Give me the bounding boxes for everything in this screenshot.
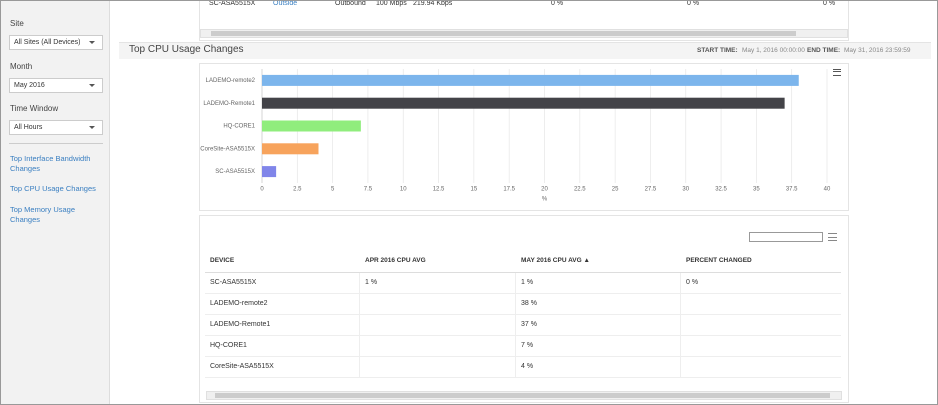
column-header[interactable]: MAY 2016 CPU AVG ▲ [521, 257, 590, 264]
cell: SC-ASA5515X [210, 279, 257, 286]
y-tick-label: LADEMO-remote2 [206, 78, 256, 84]
cell: 38 % [521, 300, 537, 307]
start-time: May 1, 2016 00:00:00 [742, 47, 805, 54]
col-line [359, 336, 360, 356]
bar [262, 74, 799, 86]
x-tick-label: 10 [400, 187, 407, 193]
col-line [680, 315, 681, 335]
chart-box [199, 63, 849, 211]
column-header: PERCENT CHANGED [686, 257, 752, 264]
y-tick-label: HQ-CORE1 [223, 124, 255, 130]
start-label: START TIME: [697, 47, 738, 54]
section-header [119, 42, 931, 59]
rule [205, 272, 841, 273]
x-axis-label: % [542, 197, 548, 203]
x-tick-label: 2.5 [293, 187, 302, 193]
x-tick-label: 12.5 [433, 187, 445, 193]
scrollbar[interactable] [206, 391, 842, 400]
section-title: Top CPU Usage Changes [129, 44, 244, 55]
col-line [680, 336, 681, 356]
bar [262, 120, 361, 132]
scrollbar[interactable] [200, 29, 848, 38]
cell: 37 % [521, 321, 537, 328]
cell: HQ-CORE1 [210, 342, 247, 349]
col-line [359, 357, 360, 377]
nav-link[interactable]: Top Memory Usage Changes [10, 205, 76, 224]
cell: 4 % [521, 363, 534, 370]
cell: Outbound [335, 0, 366, 7]
bar [262, 143, 319, 155]
x-tick-label: 15 [471, 187, 478, 193]
row-line [205, 335, 841, 336]
chart-menu[interactable] [833, 69, 841, 76]
x-tick-label: 27.5 [645, 187, 657, 193]
col-line [515, 357, 516, 377]
row-line [205, 377, 841, 378]
sidebar: Site All Sites (All Devices) Month May 2016… [1, 1, 110, 404]
table-box [199, 215, 849, 403]
x-tick-label: 35 [753, 187, 760, 193]
cell: Outside [273, 0, 298, 7]
x-tick-label: 32.5 [715, 187, 727, 193]
x-tick-label: 7.5 [364, 187, 373, 193]
field-label: Site [10, 19, 24, 28]
field-label: Time Window [10, 104, 59, 113]
x-tick-label: 17.5 [503, 187, 515, 193]
cell: 0 % [687, 0, 700, 7]
y-tick-label: SC-ASA5515X [215, 169, 255, 175]
x-tick-label: 20 [541, 187, 548, 193]
cell: SC-ASA5515X [209, 0, 256, 7]
bar [262, 97, 785, 109]
col-line [680, 273, 681, 293]
x-tick-label: 37.5 [786, 187, 798, 193]
cell: CoreSite-ASA5515X [210, 363, 274, 370]
cell: LADEMO-Remote1 [210, 321, 271, 328]
column-header: APR 2016 CPU AVG [365, 257, 426, 264]
x-tick-label: 25 [612, 187, 619, 193]
dropdown[interactable]: All Sites (All Devices) [9, 35, 103, 50]
x-tick-label: 5 [331, 187, 335, 193]
x-tick-label: 0 [260, 187, 264, 193]
y-tick-label: CoreSite-ASA5515X [200, 146, 255, 152]
col-line [680, 294, 681, 314]
y-tick-label: LADEMO-Remote1 [203, 101, 255, 107]
row-line [205, 293, 841, 294]
col-line [515, 273, 516, 293]
cell: 0 % [551, 0, 564, 7]
cell: 1 % [521, 279, 534, 286]
field-label: Month [10, 62, 33, 71]
cell: LADEMO-remote2 [210, 300, 268, 307]
row-line [205, 314, 841, 315]
col-line [359, 315, 360, 335]
col-line [515, 336, 516, 356]
col-line [359, 273, 360, 293]
col-line [515, 294, 516, 314]
end-label: END TIME: [807, 47, 841, 54]
x-tick-label: 30 [682, 187, 689, 193]
table-menu[interactable] [828, 233, 837, 241]
cell: 0 % [686, 279, 699, 286]
nav-link[interactable]: Top CPU Usage Changes [10, 184, 96, 193]
cell: 1 % [365, 279, 378, 286]
cell: 0 % [823, 0, 836, 7]
col-line [680, 357, 681, 377]
end-time: May 31, 2016 23:59:59 [844, 47, 911, 54]
search-box[interactable] [749, 232, 823, 242]
col-line [515, 315, 516, 335]
dropdown[interactable]: May 2016 [9, 78, 103, 93]
cell: 100 Mbps [376, 0, 407, 7]
cell: 7 % [521, 342, 534, 349]
column-header: DEVICE [210, 257, 235, 264]
row-line [205, 356, 841, 357]
bar [262, 166, 277, 178]
x-tick-label: 22.5 [574, 187, 586, 193]
x-tick-label: 40 [824, 187, 831, 193]
top-table [199, 1, 849, 41]
dropdown[interactable]: All Hours [9, 120, 103, 135]
cell: 219.94 Kbps [413, 0, 453, 7]
col-line [359, 294, 360, 314]
nav-link[interactable]: Top Interface Bandwidth Changes [10, 154, 91, 173]
